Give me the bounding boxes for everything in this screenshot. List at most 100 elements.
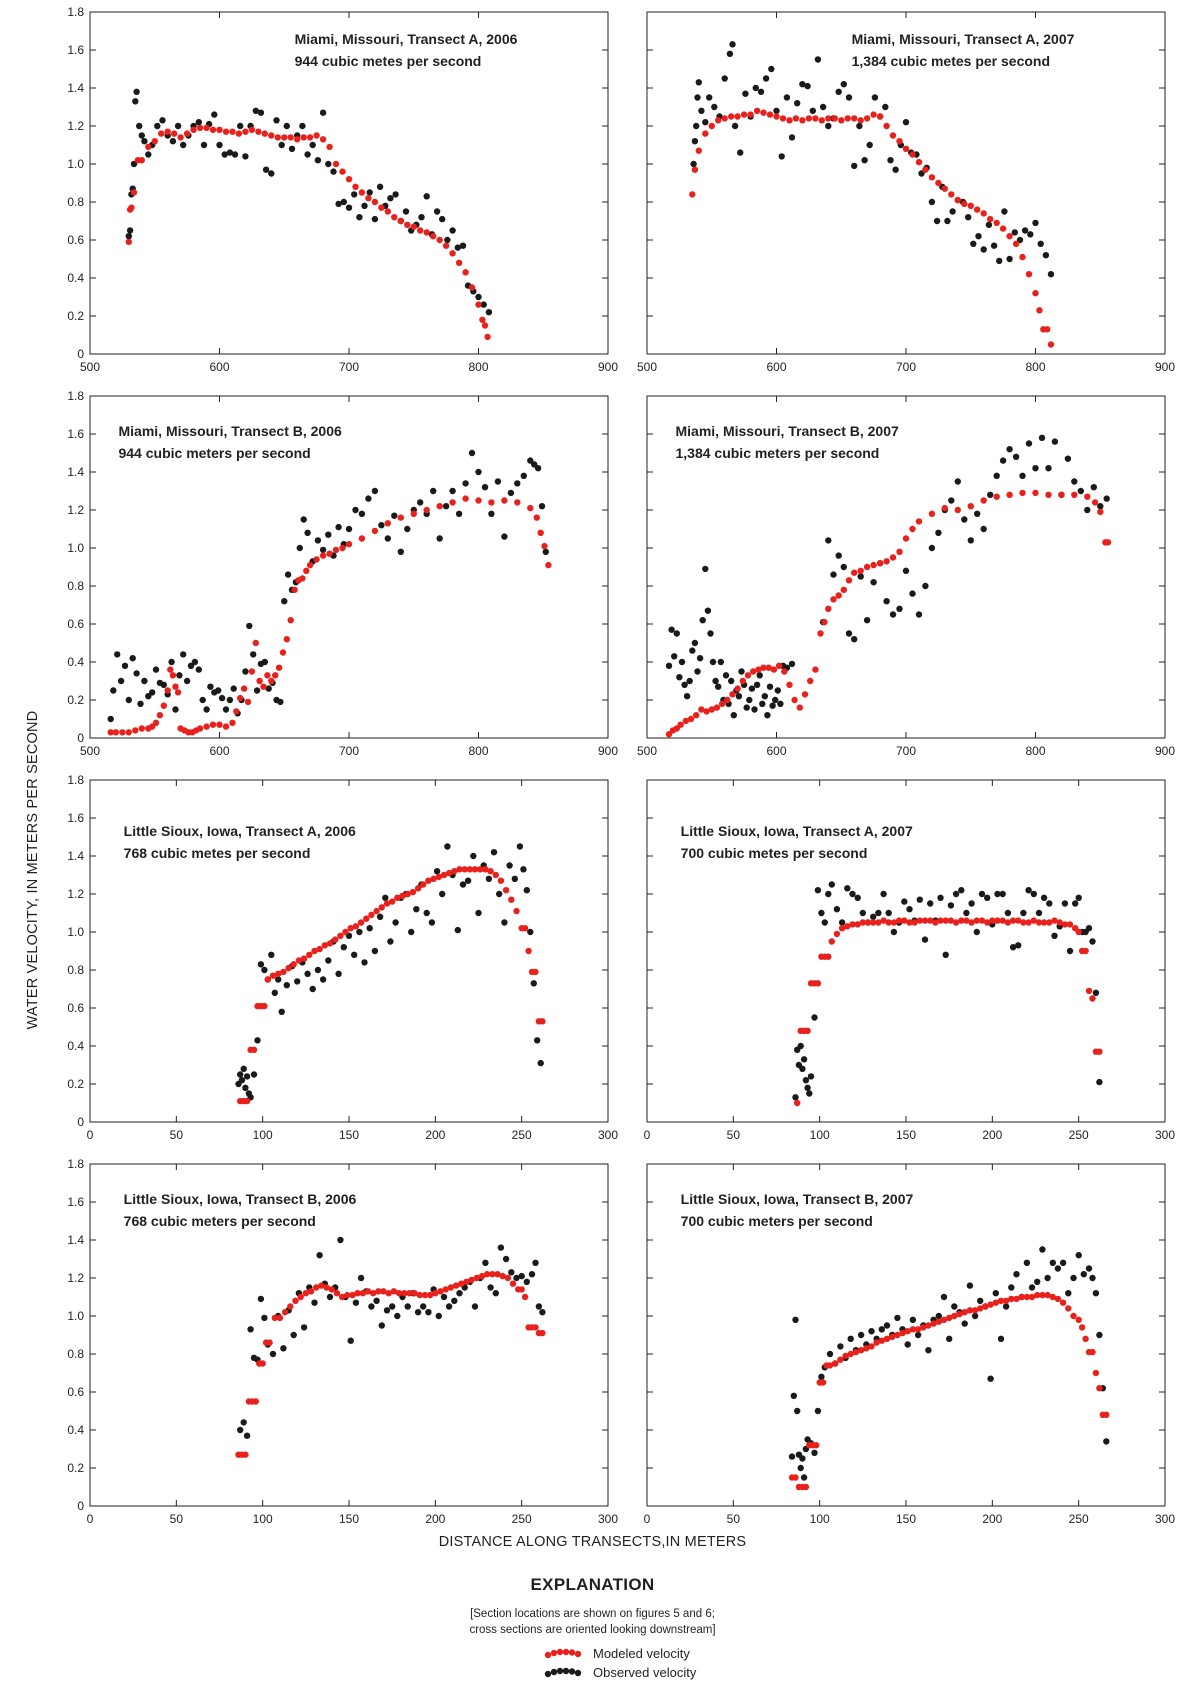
observed-point [783, 94, 791, 101]
observed-point [428, 919, 436, 926]
modeled-point [285, 964, 292, 972]
modeled-point [753, 107, 761, 115]
observed-point [838, 919, 846, 926]
observed-point [376, 913, 384, 920]
y-tick-label: 1.4 [67, 465, 84, 479]
observed-point [444, 843, 451, 850]
observed-point [807, 1073, 815, 1080]
modeled-point [967, 202, 974, 209]
modeled-point [471, 866, 479, 873]
observed-point [203, 706, 210, 713]
modeled-point [930, 1320, 937, 1327]
modeled-point [859, 919, 866, 926]
observed-point [825, 537, 832, 544]
observed-point [496, 890, 503, 898]
observed-point [290, 1331, 297, 1339]
observed-point [314, 966, 322, 974]
observed-point [1046, 900, 1053, 907]
modeled-point [397, 217, 404, 225]
modeled-point [818, 117, 825, 124]
modeled-point [242, 128, 249, 135]
observed-point [683, 693, 691, 700]
modeled-point [899, 1329, 906, 1337]
modeled-point [687, 715, 695, 723]
observed-point [737, 149, 744, 156]
observed-point [743, 704, 750, 711]
x-tick-label: 800 [468, 360, 488, 374]
legend-item-modeled: Modeled velocity [543, 1646, 763, 1662]
modeled-point [177, 134, 184, 141]
observed-point [906, 906, 913, 913]
observed-point [1001, 208, 1008, 215]
observed-point [851, 162, 858, 170]
observed-point [797, 1042, 804, 1050]
modeled-point [813, 1442, 820, 1449]
observed-point [160, 681, 167, 688]
observed-point [516, 843, 524, 850]
observed-point [949, 208, 956, 215]
observed-point [1096, 1078, 1103, 1086]
modeled-point [817, 630, 824, 637]
observed-point [358, 510, 366, 517]
chart-panel-2: 500 600 700 800 900 Miami, Missouri, Transect… [637, 11, 1175, 374]
modeled-point [395, 1290, 403, 1297]
chart-panel-1: 0 0.2 0.4 0.6 0.8 1.0 1.2 1.4 1.6 1.8 500 600 700 800… [67, 5, 618, 374]
modeled-point [287, 134, 294, 141]
observed-point [890, 928, 898, 936]
observed-point [999, 457, 1007, 464]
modeled-point [501, 497, 508, 504]
observed-point [857, 573, 864, 580]
observed-point [275, 976, 282, 983]
modeled-point [1091, 499, 1099, 506]
modeled-point [987, 1301, 994, 1308]
observed-point [721, 75, 728, 82]
modeled-point [264, 672, 271, 679]
modeled-point [183, 130, 191, 137]
observed-point [514, 480, 521, 487]
modeled-point [750, 668, 757, 675]
legend-label-modeled: Modeled velocity [593, 1646, 690, 1661]
observed-point [826, 1350, 834, 1358]
observed-point [835, 88, 842, 96]
modeled-point [1002, 1297, 1010, 1305]
observed-point [1023, 1259, 1031, 1267]
modeled-point [243, 1097, 251, 1105]
observed-point [384, 535, 391, 542]
x-tick-label: 600 [766, 360, 786, 374]
modeled-point [272, 672, 279, 679]
modeled-point [779, 115, 787, 122]
y-tick-label: 0.8 [67, 963, 84, 977]
observed-point [254, 1037, 261, 1044]
modeled-point [248, 668, 256, 675]
observed-point [242, 153, 249, 160]
explanation-note-line2: cross sections are oriented looking down… [469, 1624, 716, 1636]
modeled-point [328, 1286, 335, 1293]
observed-point [794, 1407, 801, 1415]
modeled-point [229, 128, 236, 135]
modeled-point [250, 1046, 258, 1054]
modeled-point [425, 877, 432, 884]
observed-point [1045, 465, 1052, 472]
y-tick-label: 1.0 [67, 1309, 84, 1323]
observed-point [129, 655, 136, 662]
observed-point [485, 309, 493, 316]
modeled-point [770, 666, 778, 673]
modeled-point [1084, 493, 1091, 500]
observed-point [927, 900, 934, 907]
observed-point [1059, 1259, 1067, 1267]
observed-point [694, 668, 701, 675]
observed-point [1047, 271, 1055, 278]
modeled-point [128, 204, 135, 211]
modeled-point [792, 1474, 799, 1481]
modeled-point [209, 126, 217, 133]
x-axis-title: DISTANCE ALONG TRANSECTS,IN METERS [438, 1534, 747, 1550]
modeled-point [539, 1329, 546, 1337]
observed-point [875, 909, 882, 917]
modeled-point [902, 535, 910, 542]
observed-point [971, 1312, 979, 1320]
observed-point [492, 1290, 499, 1297]
observed-point [440, 1293, 448, 1301]
modeled-point [1096, 1385, 1103, 1392]
modeled-point [339, 168, 346, 175]
modeled-point [242, 1451, 249, 1458]
